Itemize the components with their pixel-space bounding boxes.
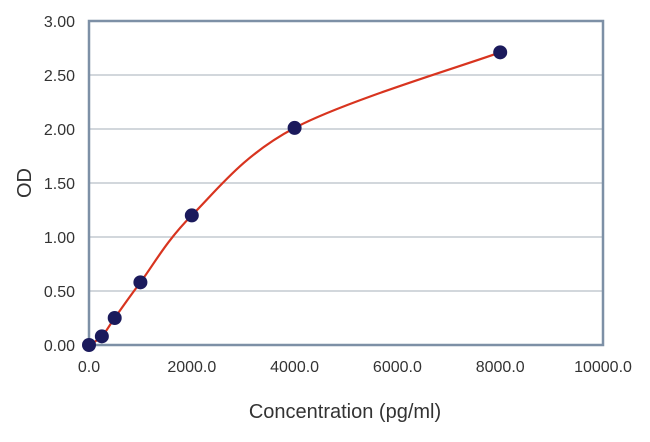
data-point (133, 275, 148, 290)
x-tick-labels: 0.0 2000.0 4000.0 6000.0 8000.0 10000.0 (78, 359, 632, 376)
data-point (184, 208, 199, 223)
y-tick-label: 2.00 (44, 122, 75, 139)
y-tick-label: 3.00 (44, 14, 75, 31)
plot-frame (87, 19, 605, 347)
x-tick-label: 10000.0 (574, 359, 632, 376)
y-tick-label: 1.00 (44, 230, 75, 247)
x-tick-label: 8000.0 (476, 359, 525, 376)
y-axis-label: OD (14, 168, 36, 198)
data-point (107, 311, 122, 325)
y-tick-label: 0.00 (44, 338, 75, 355)
x-tick-label: 6000.0 (373, 359, 422, 376)
data-points (82, 45, 508, 352)
data-point (493, 45, 508, 60)
data-point (82, 338, 96, 352)
x-tick-label: 0.0 (78, 359, 100, 376)
y-tick-labels: 0.00 0.50 1.00 1.50 2.00 2.50 3.00 (44, 14, 75, 355)
gridlines (89, 74, 603, 292)
data-point (94, 329, 109, 344)
series-line (88, 51, 501, 346)
data-point (287, 120, 302, 135)
x-tick-label: 4000.0 (270, 359, 319, 376)
y-tick-label: 0.50 (44, 284, 75, 301)
y-tick-label: 2.50 (44, 68, 75, 85)
y-tick-label: 1.50 (44, 176, 75, 193)
x-tick-label: 2000.0 (167, 359, 216, 376)
x-axis-label: Concentration (pg/ml) (249, 401, 441, 423)
